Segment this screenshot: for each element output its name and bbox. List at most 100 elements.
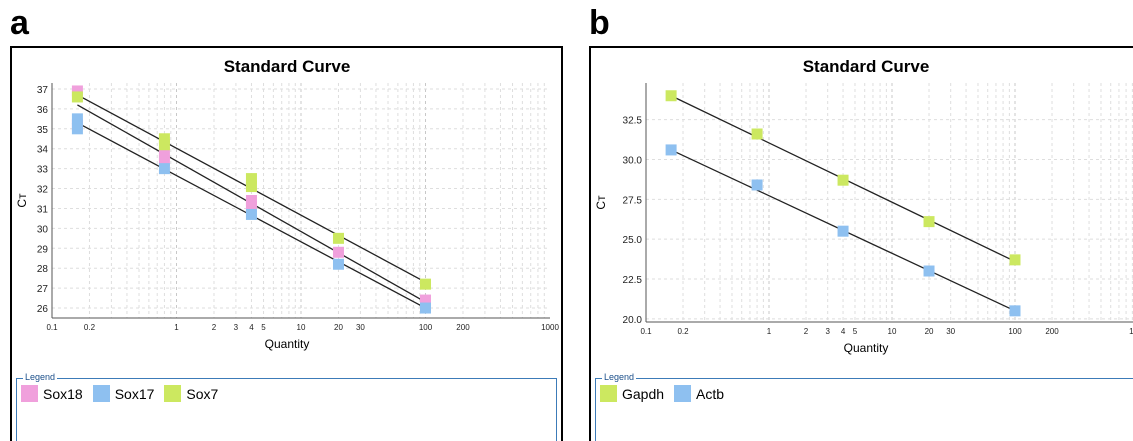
data-point-sox18 (71, 85, 83, 97)
legend-item-sox18: Sox18 (21, 385, 83, 402)
legend-swatch (674, 385, 692, 402)
chart-title: Standard Curve (224, 57, 351, 76)
x-tick-label: 0.1 (46, 323, 58, 332)
x-axis-label: Quantity (844, 341, 889, 355)
y-tick-label: 30 (37, 224, 49, 235)
legend-swatch (21, 385, 38, 402)
x-tick-label: 0.1 (640, 327, 652, 336)
y-tick-label: 28 (37, 264, 49, 275)
data-point-sox17 (71, 123, 83, 135)
panel-b-letter: b (589, 4, 610, 42)
x-tick-label: 10 (888, 327, 897, 336)
x-tick-label: 3 (825, 327, 830, 336)
x-tick-label: 2 (804, 327, 809, 336)
x-tick-label: 1000 (1129, 327, 1133, 336)
legend-label: Sox7 (186, 385, 219, 402)
data-point-gapdh (1009, 254, 1021, 266)
x-tick-label: 30 (356, 323, 365, 332)
x-tick-label: 1000 (541, 323, 559, 332)
legend-a-title: Legend (23, 372, 58, 382)
data-point-gapdh (665, 90, 677, 102)
panel-a-letter: a (10, 4, 29, 42)
data-point-sox7 (158, 139, 170, 151)
x-tick-label: 4 (249, 323, 254, 332)
x-tick-label: 30 (946, 327, 955, 336)
data-point-sox17 (420, 302, 431, 314)
legend-swatch (164, 385, 182, 402)
data-point-actb (1009, 305, 1021, 317)
y-tick-label: 30.0 (623, 155, 643, 166)
legend-label: Sox18 (43, 385, 83, 402)
y-tick-label: 32 (37, 185, 49, 196)
y-tick-label: 26 (37, 304, 49, 315)
legend-label: Sox17 (114, 385, 155, 402)
x-tick-label: 1 (174, 323, 179, 332)
legend-swatch (92, 385, 110, 402)
data-point-sox17 (71, 113, 83, 125)
legend-label: Actb (696, 385, 725, 402)
data-point-sox7 (420, 278, 431, 290)
x-tick-label: 200 (1045, 327, 1059, 336)
data-point-sox17 (158, 163, 170, 175)
x-tick-label: 2 (212, 323, 217, 332)
x-tick-label: 3 (234, 323, 239, 332)
y-tick-label: 33 (37, 165, 49, 176)
y-tick-label: 34 (37, 145, 49, 156)
y-tick-label: 37 (37, 85, 49, 96)
data-point-sox18 (332, 246, 344, 258)
data-point-sox7 (332, 232, 344, 244)
data-point-sox7 (71, 91, 83, 103)
y-tick-label: 32.5 (623, 116, 643, 127)
data-point-actb (923, 265, 935, 277)
data-point-sox7 (158, 133, 170, 145)
y-axis-label: Cᴛ (15, 193, 29, 208)
legend-b: Legend Gapdh Actb (595, 372, 1133, 441)
x-tick-label: 100 (419, 323, 433, 332)
data-point-gapdh (923, 216, 935, 228)
legend-item-gapdh: Gapdh (600, 385, 664, 402)
y-tick-label: 36 (37, 105, 49, 116)
y-tick-label: 20.0 (623, 315, 643, 326)
data-point-actb (665, 144, 677, 156)
x-tick-label: 0.2 (84, 323, 96, 332)
data-point-actb (837, 225, 849, 237)
legend-a: Legend Sox18 Sox17 Sox7 (16, 372, 557, 441)
data-point-sox7 (245, 181, 257, 193)
legend-b-items: Gapdh Actb (600, 385, 724, 402)
data-point-sox7 (245, 173, 257, 185)
legend-swatch (600, 385, 617, 402)
panel-a-frame: 0.1 0.2 1 2 3 4 5 10 20 30 100 200 1000 26 27 28 29 30 31 3… (10, 46, 563, 441)
x-tick-label: 0.2 (677, 327, 689, 336)
data-point-gapdh (751, 128, 763, 140)
legend-item-sox7: Sox7 (164, 385, 218, 402)
legend-b-title: Legend (602, 372, 637, 382)
x-tick-label: 20 (334, 323, 343, 332)
x-tick-label: 4 (841, 327, 846, 336)
x-tick-label: 200 (456, 323, 470, 332)
data-point-sox18 (420, 294, 431, 306)
x-tick-label: 10 (297, 323, 306, 332)
x-tick-label: 5 (853, 327, 858, 336)
legend-a-items: Sox18 Sox17 Sox7 (21, 385, 218, 402)
x-tick-label: 20 (925, 327, 934, 336)
y-tick-label: 27.5 (623, 195, 643, 206)
legend-item-sox17: Sox17 (92, 385, 155, 402)
y-tick-label: 25.0 (623, 235, 643, 246)
y-tick-label: 31 (37, 204, 49, 215)
y-axis-label: Cᴛ (594, 195, 608, 210)
chart-a: 0.1 0.2 1 2 3 4 5 10 20 30 100 200 10002627282930313… (15, 57, 559, 351)
y-tick-label: 35 (37, 125, 49, 136)
legend-item-actb: Actb (674, 385, 724, 402)
y-tick-label: 29 (37, 244, 49, 255)
chart-title: Standard Curve (803, 57, 930, 76)
x-tick-label: 5 (261, 323, 266, 332)
data-point-sox18 (245, 195, 257, 206)
y-tick-label: 22.5 (623, 275, 643, 286)
data-point-actb (751, 179, 763, 191)
legend-label: Gapdh (622, 385, 665, 402)
data-point-sox18 (158, 155, 170, 167)
data-point-sox17 (332, 258, 344, 270)
x-tick-label: 100 (1008, 327, 1022, 336)
data-point-gapdh (837, 174, 849, 186)
data-point-sox17 (245, 208, 257, 220)
